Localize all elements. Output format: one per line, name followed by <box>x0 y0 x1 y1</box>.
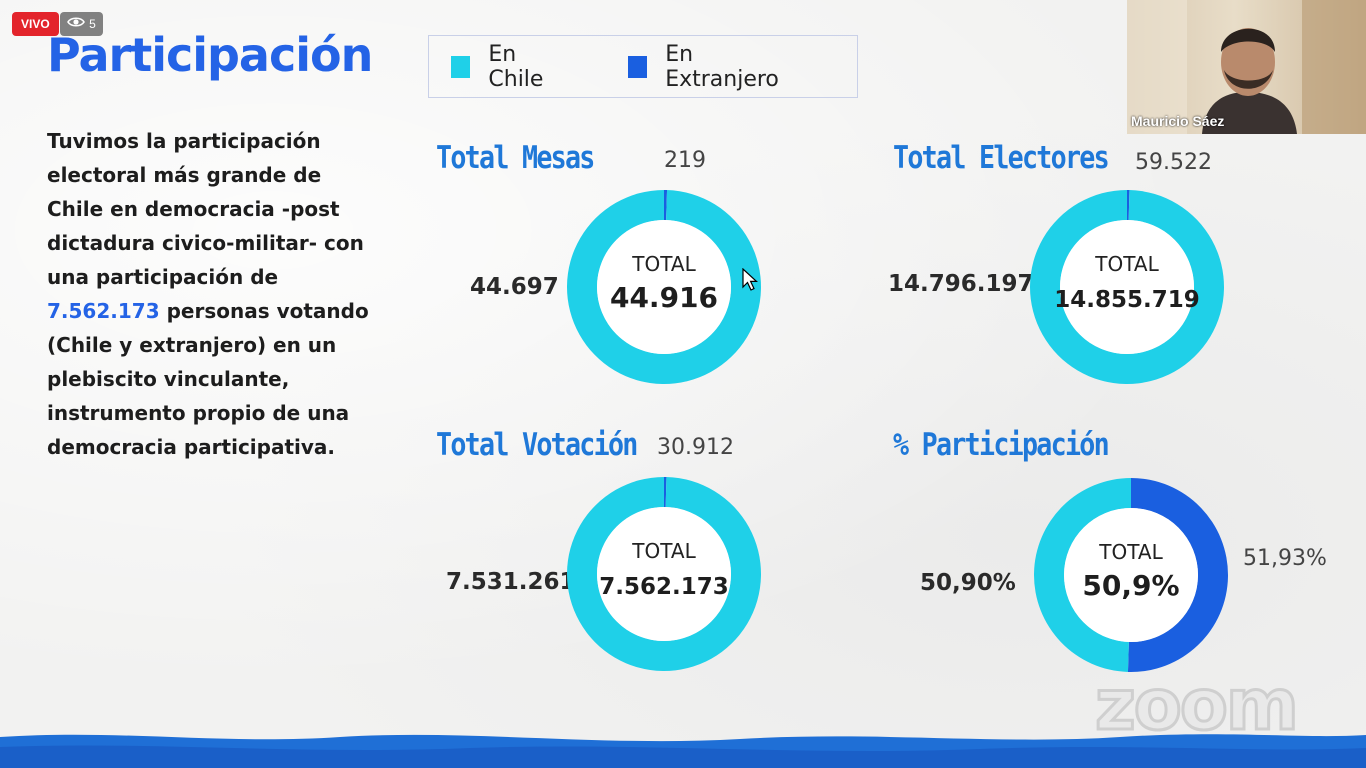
chart-title-mesas: Total Mesas <box>436 140 595 176</box>
slide-title: Participación <box>47 28 373 82</box>
chile-value-mesas: 44.697 <box>470 274 559 300</box>
donut-chart-electores: TOTAL 14.855.719 <box>1030 190 1224 384</box>
donut-segment-chile <box>567 190 761 384</box>
chile-value-electores: 14.796.197 <box>888 271 1034 297</box>
donut-total-label: TOTAL <box>631 539 696 563</box>
live-badge: VIVO <box>12 12 59 36</box>
donut-total-value: 14.855.719 <box>1054 287 1200 313</box>
viewer-count: 5 <box>89 17 96 31</box>
extranjero-value-votacion: 30.912 <box>657 435 734 460</box>
donut-segment-chile <box>1030 190 1224 384</box>
donut-center <box>1060 220 1194 354</box>
donut-chart-mesas: TOTAL 44.916 <box>567 190 761 384</box>
chart-title-participacion: % Participación <box>893 427 1110 463</box>
donut-total-value: 44.916 <box>610 281 718 314</box>
zoom-watermark: zoom <box>1094 663 1301 748</box>
legend-swatch-chile <box>451 55 471 78</box>
slide-paragraph: Tuvimos la participación electoral más g… <box>47 124 377 464</box>
donut-center <box>597 507 731 641</box>
extranjero-value-electores: 59.522 <box>1135 150 1212 175</box>
extranjero-value-participacion: 51,93% <box>1243 546 1327 571</box>
chile-value-votacion: 7.531.261 <box>446 569 576 595</box>
participant-avatar <box>1127 0 1366 134</box>
legend-label-extranjero: En Extranjero <box>665 41 779 92</box>
chile-value-participacion: 50,90% <box>920 570 1016 596</box>
donut-total-label: TOTAL <box>1098 540 1163 564</box>
donut-segment-extranjero <box>664 190 668 221</box>
paragraph-text-end: personas votando (Chile y extranjero) en… <box>47 299 369 459</box>
viewer-count-badge: 5 <box>60 12 103 36</box>
participant-video-tile[interactable]: Mauricio Sáez <box>1127 0 1366 134</box>
donut-segment-extranjero <box>1127 190 1130 221</box>
decorative-wave <box>0 734 1366 768</box>
legend-label-chile: En Chile <box>488 41 544 92</box>
chart-title-electores: Total Electores <box>893 140 1110 176</box>
donut-segment-extranjero <box>1127 478 1229 672</box>
legend-swatch-extranjero <box>627 55 648 78</box>
donut-center <box>597 220 731 354</box>
eye-icon <box>67 12 86 36</box>
donut-segment-chile <box>567 477 761 671</box>
participant-name: Mauricio Sáez <box>1131 113 1225 129</box>
legend-item-extranjero: En Extranjero <box>627 41 797 92</box>
mouse-cursor-icon <box>742 268 758 291</box>
paragraph-text: Tuvimos la participación electoral más g… <box>47 129 364 289</box>
donut-center <box>1064 508 1198 642</box>
chart-legend: En Chile En Extranjero <box>428 35 858 98</box>
donut-total-label: TOTAL <box>1094 252 1159 276</box>
chart-title-votacion: Total Votación <box>436 427 638 463</box>
donut-chart-votacion: TOTAL 7.562.173 <box>567 477 761 671</box>
extranjero-value-mesas: 219 <box>664 148 706 173</box>
donut-chart-participacion: TOTAL 50,9% <box>1034 478 1229 672</box>
donut-total-value: 50,9% <box>1082 569 1179 602</box>
donut-segment-extranjero <box>664 477 667 508</box>
legend-item-chile: En Chile <box>451 42 568 92</box>
donut-segment-chile <box>1034 478 1131 672</box>
donut-total-value: 7.562.173 <box>599 574 729 600</box>
paragraph-highlight: 7.562.173 <box>47 299 160 323</box>
donut-total-label: TOTAL <box>631 252 696 276</box>
